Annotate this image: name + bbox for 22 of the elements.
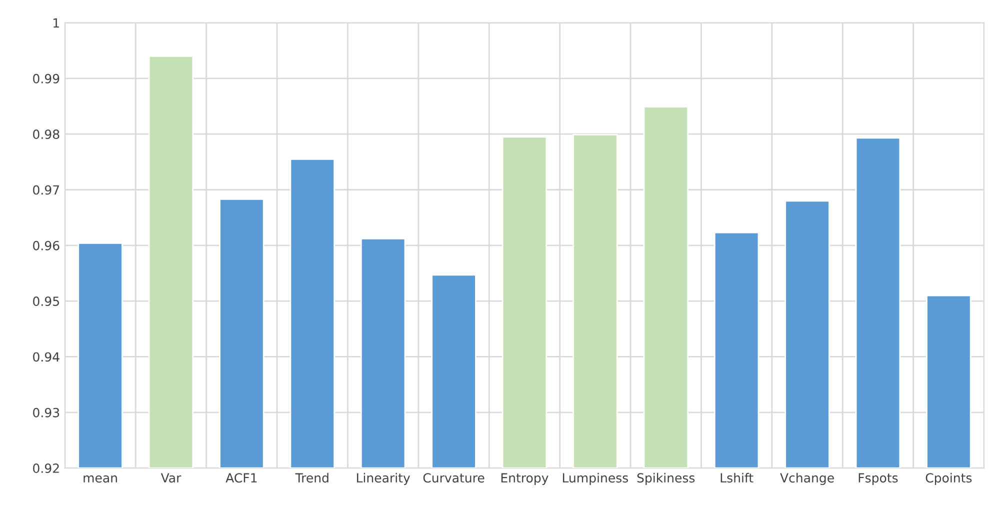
x-tick-label: Curvature <box>423 473 484 483</box>
x-tick-label: Spikiness <box>637 472 695 486</box>
y-tick-label: 0.95 <box>33 296 59 306</box>
y-tick-label: 1 <box>53 18 59 28</box>
x-tick-label: Fspots <box>858 473 898 486</box>
y-tick-label: 0.92 <box>33 464 59 473</box>
x-tick-label: Var <box>160 473 182 483</box>
x-tick-label: Entropy <box>501 473 548 486</box>
y-tick-label: 0.99 <box>33 74 60 84</box>
x-tick-label: Cpoints <box>926 472 972 486</box>
y-tick-label: 0.96 <box>33 240 60 250</box>
x-tick-label: mean <box>84 475 117 483</box>
x-tick-label: Lshift <box>720 472 754 483</box>
y-tick-label: 0.97 <box>33 185 60 195</box>
y-tick-label: 0.94 <box>33 352 60 362</box>
y-tick-label: 0.98 <box>33 130 60 140</box>
x-tick-label: ACF1 <box>226 473 257 483</box>
y-tick-label: 0.93 <box>33 408 60 418</box>
x-tick-label: Lumpiness <box>562 472 628 486</box>
x-tick-label: Linearity <box>356 472 410 486</box>
x-tick-label: Trend <box>295 472 328 483</box>
x-tick-label: Vchange <box>780 472 834 486</box>
